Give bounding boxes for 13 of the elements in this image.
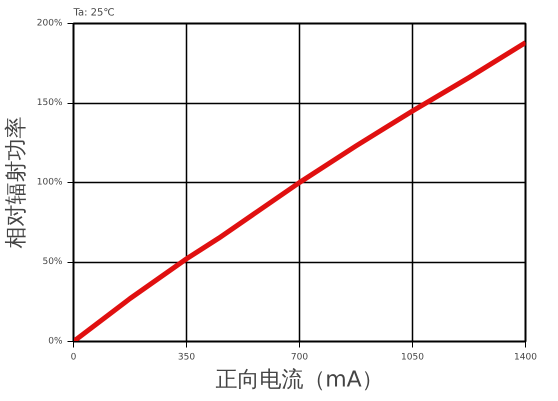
y-tick-label: 0% [48, 336, 63, 346]
y-tick-label: 150% [36, 98, 63, 108]
x-tick-label: 1050 [401, 352, 424, 362]
x-tick-label: 350 [178, 352, 196, 362]
y-axis-title: 相对辐射功率 [4, 116, 29, 248]
y-tick-label: 200% [36, 18, 63, 28]
y-tick-label: 50% [42, 257, 63, 267]
x-tick-label: 700 [290, 352, 308, 362]
chart-title: Ta: 25℃ [72, 8, 115, 18]
x-tick-label: 1400 [514, 352, 538, 362]
x-tick-label: 0 [70, 352, 77, 362]
x-axis-title: 正向电流（mA） [215, 368, 384, 392]
y-tick-label: 100% [36, 178, 63, 188]
